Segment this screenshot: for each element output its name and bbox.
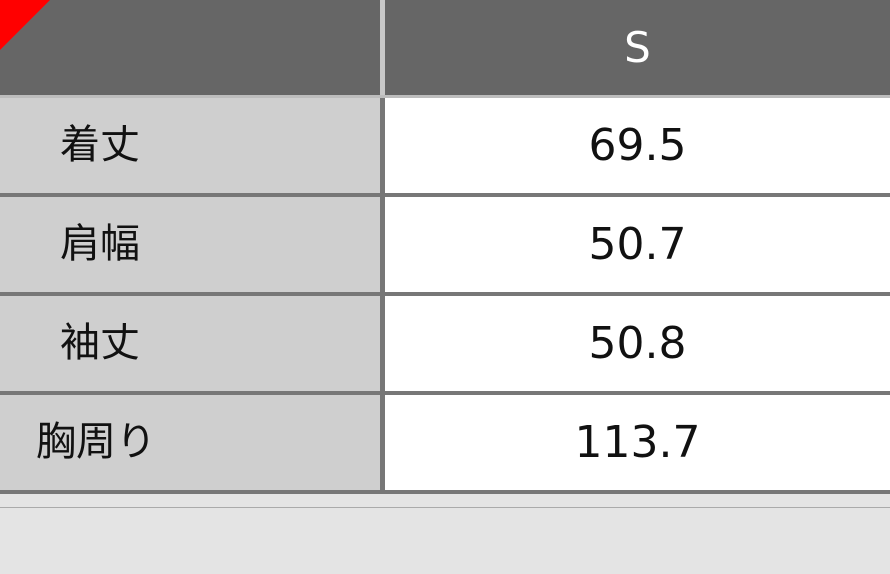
row-value: 50.7 [385, 197, 890, 292]
row-divider [0, 391, 890, 395]
row-divider [0, 95, 890, 98]
header-corner-cell [0, 0, 380, 95]
row-value: 50.8 [385, 296, 890, 391]
table-row: 着丈 69.5 [0, 98, 890, 193]
footer-divider [0, 507, 890, 508]
row-label: 胸周り [0, 395, 380, 490]
red-corner-marker [0, 0, 50, 50]
row-divider [0, 490, 890, 494]
column-divider [380, 395, 385, 490]
row-divider [0, 193, 890, 197]
column-divider [380, 98, 385, 193]
column-divider [380, 0, 385, 95]
column-divider [380, 296, 385, 391]
column-divider [380, 197, 385, 292]
row-value: 69.5 [385, 98, 890, 193]
row-divider [0, 292, 890, 296]
table-row: 胸周り 113.7 [0, 395, 890, 490]
row-label: 袖丈 [0, 296, 380, 391]
size-column-header: S [624, 23, 651, 72]
row-label: 着丈 [0, 98, 380, 193]
table-header: S [0, 0, 890, 95]
table-row: 肩幅 50.7 [0, 197, 890, 292]
row-value: 113.7 [385, 395, 890, 490]
row-label: 肩幅 [0, 197, 380, 292]
table-row: 袖丈 50.8 [0, 296, 890, 391]
